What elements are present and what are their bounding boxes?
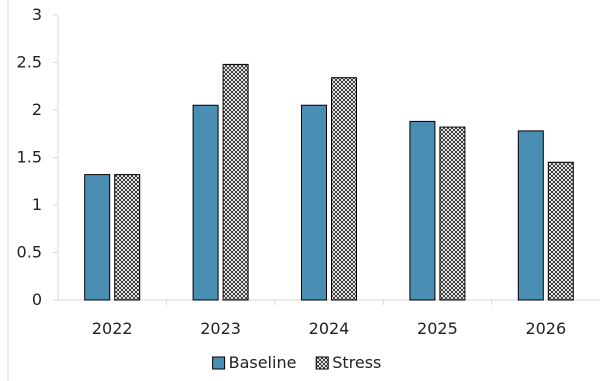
bar-series	[84, 63, 574, 301]
y-tick-label: 3	[32, 5, 42, 24]
bar-baseline-2024	[301, 104, 327, 301]
x-tick-label: 2023	[200, 319, 241, 338]
y-tick-label: 1.5	[17, 148, 42, 167]
bar-baseline-2026	[517, 130, 544, 301]
legend-label-baseline: Baseline	[229, 353, 297, 372]
bar-baseline-2023	[192, 104, 219, 301]
legend-swatch-baseline	[212, 356, 226, 370]
x-tick-label: 2022	[92, 319, 133, 338]
y-axis-ticks: 0 0.5 1 1.5 2 2.5 3	[17, 5, 58, 309]
x-tick-label: 2026	[525, 319, 566, 338]
y-tick-label: 0.5	[17, 243, 42, 262]
y-tick-label: 1	[32, 195, 42, 214]
bar-stress-2023	[222, 63, 249, 301]
y-tick-label: 0	[32, 290, 42, 309]
bar-stress-2026	[547, 161, 574, 301]
legend: Baseline Stress	[212, 353, 381, 372]
x-tick-label: 2025	[417, 319, 458, 338]
legend-label-stress: Stress	[332, 353, 381, 372]
y-tick-label: 2.5	[17, 53, 42, 72]
bar-baseline-2025	[409, 120, 436, 301]
y-tick-label: 2	[32, 100, 42, 119]
bar-stress-2022	[114, 174, 141, 301]
x-tick-label: 2024	[309, 319, 350, 338]
x-axis-ticks: 2022 2023 2024 2025 2026	[92, 300, 566, 338]
bar-baseline-2022	[84, 174, 111, 301]
bar-stress-2025	[439, 126, 466, 301]
legend-swatch-stress	[315, 356, 329, 370]
bar-stress-2024	[331, 77, 357, 301]
